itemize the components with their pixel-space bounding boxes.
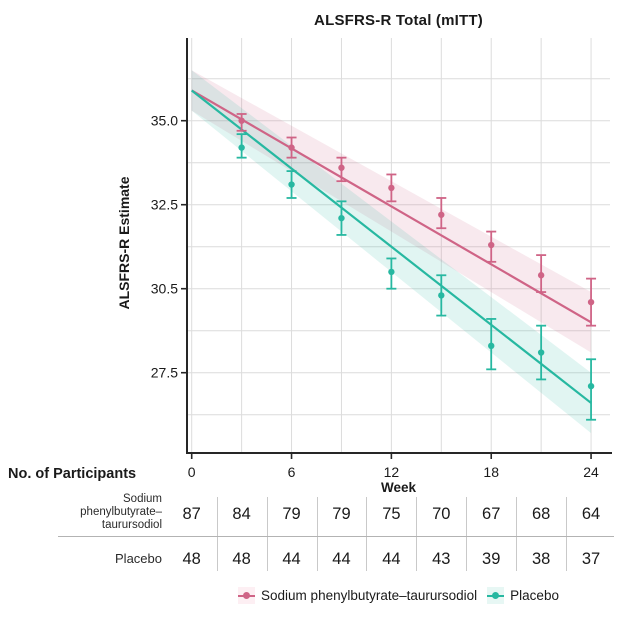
placebo-data-point [288,181,295,188]
x-tick-label: 24 [583,464,599,480]
participants-count: 67 [482,505,501,523]
active-data-point [388,184,395,192]
participants-count: 48 [182,550,201,568]
placebo-data-point [338,214,345,222]
table-column-divider [366,497,368,571]
legend-key-active-icon [238,587,256,604]
participants-count: 70 [432,505,451,523]
y-tick-label: 32.5 [151,197,178,213]
participants-row-label-line: phenylbutyrate– [80,505,162,518]
active-data-point [238,117,245,124]
table-column-divider [566,497,568,571]
participants-count: 64 [581,505,601,523]
active-data-point [338,164,345,171]
alsfrs-chart: 35.0 32.5 30.5 27.5 0 6 12 18 24 [151,38,612,480]
x-tick-label: 12 [384,464,400,480]
active-trend-line [191,89,592,324]
participants-row-label: Placebo [40,551,162,566]
x-axis-title: Week [380,480,417,495]
participants-count: 48 [232,550,251,568]
legend-key-dot [492,592,500,599]
participants-count: 79 [282,505,301,523]
legend-item-placebo: Placebo [487,587,559,604]
legend-key-dot [243,592,251,599]
x-tick-label: 0 [188,464,196,480]
participants-count: 39 [482,550,501,568]
active-data-point [438,211,445,218]
active-data-point [288,144,295,151]
participants-count: 79 [332,505,351,523]
participants-count: 44 [382,550,401,568]
participants-count: 68 [531,505,551,523]
active-data-point [488,241,495,249]
legend-label-placebo: Placebo [510,588,559,603]
participants-count: 87 [182,505,201,523]
legend-key-placebo-icon [487,587,505,604]
y-tick-label: 27.5 [151,365,178,381]
placebo-trend-line [191,89,592,404]
legend-item-active: Sodium phenylbutyrate–taurursodiol [238,587,477,604]
participants-count: 43 [432,550,451,568]
participants-row-label: Sodium phenylbutyrate– taurursodiol [40,493,162,532]
table-column-divider [466,497,468,571]
participants-count: 44 [332,550,351,568]
participants-count: 75 [382,505,401,523]
active-data-point [537,272,545,279]
placebo-data-point [488,342,495,350]
participants-count: 38 [531,550,551,568]
placebo-data-point [587,382,595,390]
placebo-data-point [438,292,445,299]
y-tick-label: 35.0 [151,113,178,129]
table-column-divider [516,497,518,571]
x-tick-label: 18 [483,464,499,480]
y-tick-label: 30.5 [151,281,178,297]
participants-header: No. of Participants [8,466,137,482]
participants-count: 37 [581,550,601,568]
table-row-divider [58,536,614,537]
table-column-divider [316,497,318,571]
table-column-divider [266,497,268,571]
x-tick-label: 6 [288,464,296,480]
legend-label-active: Sodium phenylbutyrate–taurursodiol [261,588,478,603]
participants-row-label-line: Sodium [123,493,162,505]
placebo-data-point [388,268,395,276]
participants-count: 44 [282,550,301,568]
placebo-data-point [238,144,245,151]
participants-row-label-line: Placebo [115,551,162,566]
active-data-point [587,298,595,306]
chart-legend: Sodium phenylbutyrate–taurursodiol Place… [187,587,610,604]
chart-title: ALSFRS-R Total (mITT) [314,12,483,29]
table-column-divider [216,497,218,571]
participants-row-label-line: taurursodiol [101,518,162,531]
participants-count: 84 [232,505,251,523]
placebo-data-point [537,349,545,356]
table-column-divider [416,497,418,571]
